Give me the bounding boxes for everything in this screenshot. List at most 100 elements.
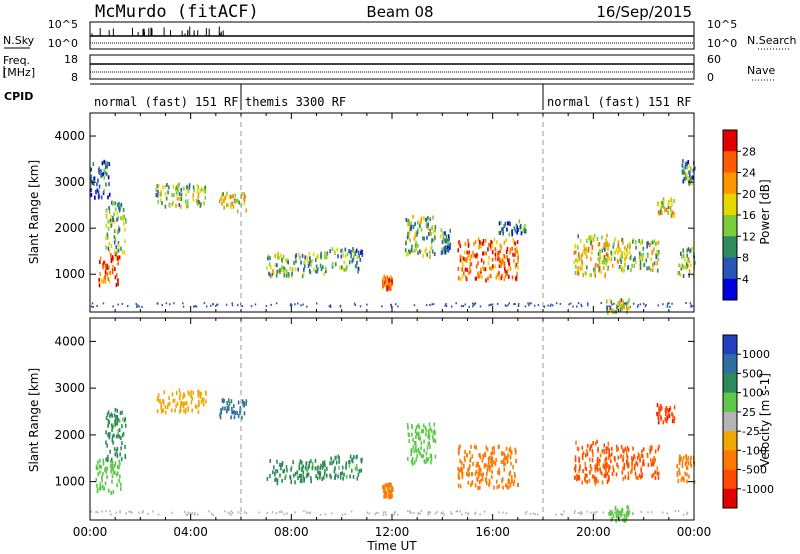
echo-patch (266, 458, 328, 486)
colorbar-tick-label: -500 (742, 464, 767, 477)
echo-cell (410, 459, 413, 464)
echo-cell (483, 463, 486, 468)
noise-cell (306, 511, 308, 514)
cpid-segment-label: themis 3300 RF (245, 95, 346, 109)
echo-cell (508, 221, 511, 226)
echo-cell (482, 251, 485, 256)
noise-cell (436, 511, 438, 514)
echo-cell (502, 255, 505, 260)
echo-cell (598, 261, 601, 266)
echo-cell (108, 249, 111, 254)
echo-cell (655, 255, 658, 260)
echo-cell (309, 259, 312, 264)
echo-cell (591, 458, 594, 463)
echo-cell (639, 255, 642, 260)
echo-cell (301, 460, 303, 465)
echo-cell (386, 275, 389, 280)
echo-cell (229, 205, 232, 210)
echo-cell (516, 246, 518, 251)
echo-cell (602, 245, 605, 250)
echo-cell (276, 263, 278, 268)
noise-cell (455, 302, 457, 305)
echo-cell (585, 467, 588, 472)
echo-cell (117, 429, 120, 434)
noise-cell (560, 513, 562, 516)
echo-cell (606, 253, 609, 258)
echo-cell (412, 249, 414, 254)
echo-cell (574, 243, 577, 248)
echo-cell (665, 405, 668, 410)
echo-cell (589, 464, 592, 469)
echo-cell (616, 448, 618, 453)
echo-cell (282, 266, 285, 271)
echo-cell (469, 269, 472, 274)
noise-cell (187, 511, 190, 514)
echo-cell (290, 479, 293, 484)
echo-cell (241, 415, 243, 420)
echo-cell (96, 182, 98, 187)
echo-cell (117, 261, 119, 266)
x-tick-label: 08:00 (274, 525, 309, 539)
noise-cell (579, 512, 582, 515)
x-tick-label: 12:00 (375, 525, 410, 539)
echo-cell (204, 185, 207, 190)
echo-cell (411, 456, 414, 461)
echo-cell (633, 263, 636, 268)
echo-cell (169, 204, 171, 209)
echo-cell (388, 282, 390, 287)
echo-cell (410, 452, 413, 457)
echo-cell (485, 476, 488, 481)
echo-cell (236, 209, 239, 214)
echo-cell (116, 454, 119, 459)
echo-cell (304, 255, 307, 260)
echo-cell (598, 461, 600, 466)
noise-cell (315, 302, 318, 305)
echo-cell (340, 248, 342, 253)
echo-cell (200, 391, 202, 396)
echo-cell (488, 455, 491, 460)
echo-cell (500, 276, 503, 281)
echo-cell (625, 453, 628, 458)
echo-cell (652, 462, 654, 467)
echo-cell (602, 255, 605, 260)
echo-cell (507, 258, 509, 263)
echo-cell (592, 441, 594, 446)
echo-cell (516, 249, 519, 254)
echo-cell (103, 189, 105, 194)
noise-cell (142, 511, 144, 514)
echo-cell (470, 482, 472, 487)
echo-cell (119, 452, 121, 457)
echo-cell (172, 398, 175, 403)
echo-cell (243, 201, 246, 206)
echo-cell (611, 263, 614, 268)
echo-cell (390, 282, 393, 287)
echo-cell (106, 412, 109, 417)
echo-cell (344, 247, 347, 252)
echo-cell (188, 392, 191, 397)
echo-cell (477, 274, 480, 279)
noise-cell (580, 303, 582, 306)
echo-cell (391, 277, 393, 282)
echo-cell (592, 237, 595, 242)
echo-cell (681, 463, 684, 468)
echo-cell (652, 268, 654, 273)
echo-cell (589, 242, 592, 247)
echo-cell (613, 241, 615, 246)
echo-cell (688, 273, 690, 278)
echo-cell (503, 266, 506, 271)
echo-cell (607, 464, 610, 469)
echo-cell (425, 428, 428, 433)
echo-cell (120, 457, 123, 462)
noise-cell (460, 305, 463, 308)
echo-cell (161, 408, 163, 413)
echo-cell (302, 474, 305, 479)
echo-cell (457, 483, 460, 488)
echo-cell (111, 434, 114, 439)
echo-cell (474, 472, 477, 477)
echo-cell (475, 264, 478, 269)
noise-cell (555, 513, 557, 516)
echo-cell (413, 440, 416, 445)
echo-cell (581, 445, 584, 450)
noise-cell (374, 513, 376, 516)
echo-cell (389, 286, 392, 291)
